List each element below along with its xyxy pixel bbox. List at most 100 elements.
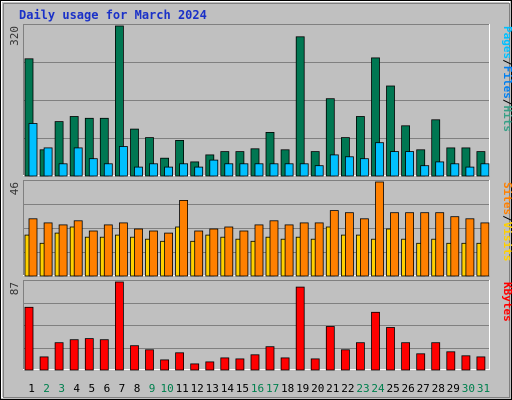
- kbytes-bar: [401, 342, 411, 371]
- kbytes-bar: [54, 342, 64, 371]
- x-tick-label: 13: [206, 382, 219, 395]
- legend-entry: Files: [501, 66, 512, 99]
- visits-bar: [390, 212, 399, 277]
- visits-bar: [119, 222, 128, 277]
- kbytes-bar: [39, 356, 49, 371]
- x-tick-label: 12: [191, 382, 204, 395]
- visits-bar: [103, 224, 113, 277]
- visits-bar: [164, 232, 174, 277]
- x-tick-label: 4: [73, 382, 80, 395]
- visits-bar: [314, 222, 324, 277]
- x-tick-label: 5: [88, 382, 95, 395]
- kbytes-bar: [476, 356, 486, 371]
- kbytes-bar: [235, 358, 245, 371]
- x-tick-label: 6: [104, 382, 111, 395]
- kbytes-bar: [265, 346, 275, 371]
- visits-bar: [73, 220, 83, 277]
- y-max-label: 46: [8, 182, 21, 195]
- kbytes-bar: [340, 349, 350, 371]
- x-tick-label: 14: [221, 382, 235, 395]
- kbytes-bar: [280, 357, 290, 371]
- files-bar: [344, 156, 354, 177]
- x-tick-label: 11: [176, 382, 189, 395]
- kbytes-bar: [145, 349, 154, 371]
- kbytes-bar: [130, 345, 139, 371]
- kbytes-bar: [355, 342, 365, 371]
- kbytes-bar: [69, 339, 79, 371]
- x-tick-label: 30: [462, 382, 475, 395]
- files-bar: [239, 163, 249, 177]
- legend-entry: /: [501, 215, 512, 222]
- x-tick-label: 9: [149, 382, 156, 395]
- legend: Pages/Files/Hits: [501, 26, 512, 132]
- kbytes-bar: [250, 354, 260, 371]
- files-bar: [224, 163, 234, 177]
- visits-bar: [420, 212, 430, 277]
- panels-layer: 320 Pages/Files/Hits 46 Sites/Visits 87 KByte…: [8, 24, 512, 371]
- x-tick-labels: 1 2 3 4 5 6 7 8 9 10 11 12 13 14 15 16 17 18 19 20 21 22 23 24 2…: [28, 382, 490, 395]
- files-bar: [435, 161, 445, 177]
- visits-bar: [375, 181, 384, 277]
- files-bar: [269, 163, 279, 177]
- visits-bar: [134, 228, 143, 277]
- legend: Sites/Visits: [501, 182, 512, 262]
- x-tick-label: 24: [371, 382, 385, 395]
- visits-bar: [224, 226, 234, 277]
- x-tick-label: 3: [58, 382, 65, 395]
- visits-bar: [209, 228, 219, 277]
- files-bar: [254, 163, 264, 177]
- files-bar: [375, 142, 384, 177]
- chart-title: Daily usage for March 2024: [19, 8, 207, 22]
- x-tick-label: 7: [119, 382, 126, 395]
- x-tick-label: 28: [432, 382, 445, 395]
- legend-entry: Visits: [501, 222, 512, 262]
- visits-bar: [28, 218, 38, 277]
- files-bar: [359, 158, 369, 177]
- hits-panel: 320 Pages/Files/Hits: [8, 24, 512, 177]
- files-bar: [179, 163, 189, 177]
- visits-bar: [359, 218, 369, 277]
- files-bar: [329, 154, 339, 177]
- x-tick-label: 21: [326, 382, 339, 395]
- legend: KBytes: [501, 282, 512, 322]
- kbytes-panel: 87 KBytes: [8, 280, 512, 371]
- files-bar: [119, 146, 128, 177]
- files-bar: [480, 163, 490, 177]
- x-tick-label: 27: [417, 382, 430, 395]
- legend-entry: Sites: [501, 182, 512, 215]
- files-bar: [299, 163, 309, 177]
- x-tick-label: 16: [251, 382, 264, 395]
- visits-bar: [329, 210, 339, 277]
- x-tick-label: 31: [477, 382, 490, 395]
- y-max-label: 320: [8, 26, 21, 46]
- visits-bar: [450, 216, 460, 277]
- x-tick-label: 18: [281, 382, 294, 395]
- legend-entry: Hits: [501, 106, 512, 133]
- hits-bar: [295, 36, 305, 177]
- kbytes-bar: [205, 361, 215, 371]
- x-tick-label: 19: [296, 382, 309, 395]
- legend-entry: Pages: [501, 26, 512, 59]
- files-bar: [450, 163, 460, 177]
- kbytes-bar: [84, 338, 94, 371]
- kbytes-bar: [446, 351, 456, 371]
- kbytes-bar: [175, 352, 185, 371]
- kbytes-bar: [431, 342, 441, 371]
- files-bar: [405, 151, 415, 177]
- visits-bar: [480, 222, 490, 277]
- visits-bar: [299, 222, 309, 277]
- x-tick-label: 29: [447, 382, 460, 395]
- kbytes-bar: [295, 286, 305, 371]
- visits-bar: [284, 224, 294, 277]
- visits-bar: [194, 230, 204, 277]
- files-bar: [134, 166, 143, 177]
- visits-panel: 46 Sites/Visits: [8, 180, 512, 277]
- files-bar: [28, 123, 38, 177]
- y-max-label: 87: [8, 282, 21, 295]
- kbytes-bar: [115, 281, 124, 371]
- visits-bar: [88, 230, 98, 277]
- visits-bar: [58, 224, 68, 277]
- files-bar: [88, 158, 98, 177]
- x-tick-label: 8: [134, 382, 141, 395]
